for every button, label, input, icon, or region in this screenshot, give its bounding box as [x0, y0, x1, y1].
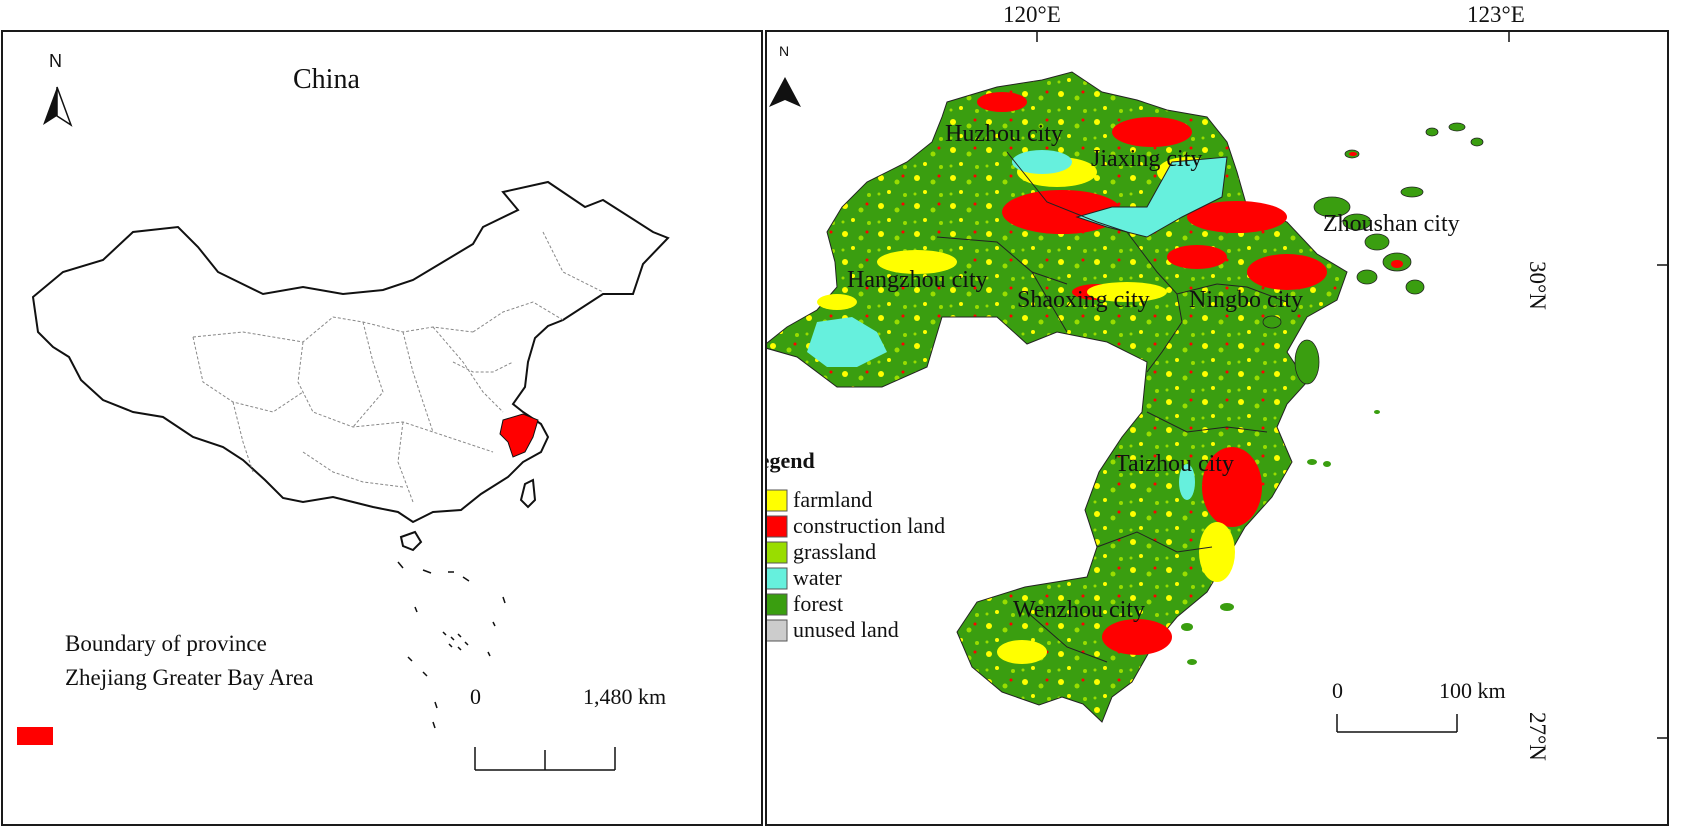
south-china-sea-islands: [397, 561, 506, 729]
legend-label-construction-land: construction land: [793, 513, 946, 538]
scale-bar: [1336, 714, 1458, 733]
china-outline-map: [17, 86, 670, 771]
legend-boundary-label: Boundary of province: [65, 631, 267, 656]
legend-label-water: water: [793, 565, 842, 590]
north-label: N: [779, 43, 790, 59]
legend-label-unused-land: unused land: [793, 617, 899, 642]
zhoushan-construction: [1349, 152, 1403, 268]
offshore-islands: [1181, 410, 1380, 665]
legend-label-farmland: farmland: [793, 487, 873, 512]
landuse-map-graphic: [767, 32, 1667, 739]
city-label-ningbo: Ningbo city: [1189, 287, 1303, 313]
north-arrow-icon: [769, 77, 801, 107]
city-label-shaoxing: Shaoxing city: [1017, 287, 1150, 313]
zhejiang-landuse-map: N Huzhou city Jiaxing city Zhoushan city…: [765, 30, 1669, 826]
legend-swatches: [767, 489, 788, 642]
scale-end-label: 1,480 km: [583, 684, 667, 709]
city-label-wenzhou: Wenzhou city: [1013, 597, 1146, 623]
scale-end-label: 100 km: [1439, 678, 1506, 703]
scale-start-label: 0: [470, 684, 481, 709]
legend-area-label: Zhejiang Greater Bay Area: [65, 665, 314, 690]
city-label-zhoushan: Zhoushan city: [1323, 211, 1460, 237]
scale-start-label: 0: [1332, 678, 1343, 703]
north-arrow-icon: [43, 86, 73, 127]
city-label-huzhou: Huzhou city: [945, 121, 1063, 147]
latitude-label-30n: 30°N: [1525, 261, 1550, 310]
north-label: N: [49, 51, 62, 71]
city-label-taizhou: Taizhou city: [1115, 451, 1234, 477]
hainan-island: [399, 530, 423, 552]
legend-area-swatch: [17, 727, 53, 745]
city-label-jiaxing: Jiaxing city: [1091, 146, 1203, 172]
longitude-label-123e: 123°E: [1467, 2, 1525, 27]
legend-label-forest: forest: [793, 591, 844, 616]
map-title: China: [293, 64, 360, 95]
graticule-ticks: [1036, 32, 1667, 739]
construction-land-clusters: [977, 92, 1327, 655]
latitude-label-27n: 27°N: [1525, 712, 1550, 761]
china-outline: [31, 180, 670, 524]
legend-title: Legend: [767, 448, 815, 473]
city-boundaries: [936, 151, 1288, 663]
scale-bar: [474, 747, 616, 771]
legend-label-grassland: grassland: [793, 539, 877, 564]
zhoushan-islands: [1262, 122, 1484, 385]
longitude-label-120e: 120°E: [1003, 2, 1061, 27]
zhejiang-greater-bay-area: [499, 413, 539, 458]
taiwan-island: [519, 478, 537, 509]
city-label-hangzhou: Hangzhou city: [847, 267, 988, 293]
province-boundaries: [192, 231, 604, 503]
water-bodies: [807, 150, 1228, 500]
china-overview-map: N China Boundary of province Zhejiang Gr…: [1, 30, 763, 826]
